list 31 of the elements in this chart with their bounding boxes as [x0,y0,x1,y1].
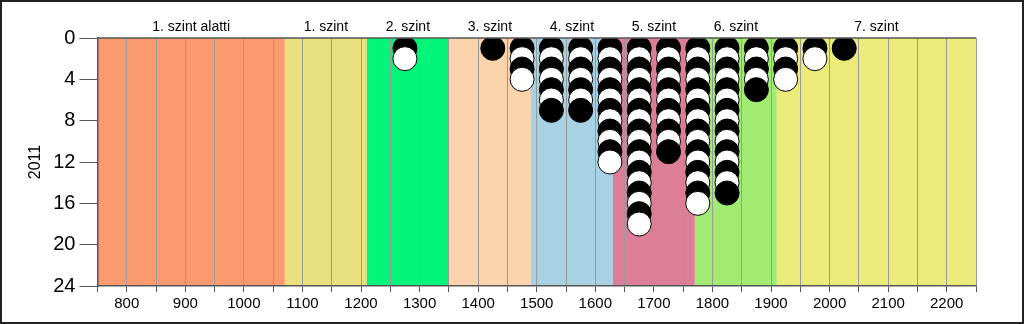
y-tick-label: 24 [53,273,76,296]
band-label: 6. szint [713,17,759,34]
band-label: 2. szint [385,17,431,34]
y-tick-label: 8 [64,108,76,131]
band-label: 5. szint [631,17,677,34]
y-tick-label: 4 [64,66,76,89]
x-tick-label: 1300 [402,294,437,312]
x-tick-label: 2100 [871,294,905,312]
y-axis-title: 2011 [26,144,44,180]
band-label: 7. szint [854,17,899,34]
band-label: 3. szint [467,17,513,34]
x-tick-label: 1400 [461,294,495,312]
x-tick-label: 1800 [695,294,730,312]
y-tick-label: 12 [53,149,76,172]
x-tick-label: 1900 [754,294,788,312]
x-tick-label: 2000 [812,294,847,312]
x-tick-label: 1000 [227,294,261,312]
x-tick-label: 800 [114,294,140,312]
x-tick-label: 1600 [578,294,612,312]
x-tick-label: 1500 [520,294,554,312]
y-tick-label: 0 [64,25,76,48]
x-tick-label: 1700 [637,294,671,312]
x-tick-label: 1200 [344,294,378,312]
x-tick-label: 900 [172,294,198,312]
y-tick-label: 16 [53,190,76,213]
x-tick-label: 2200 [930,294,964,312]
x-tick-label: 1100 [286,294,319,312]
y-tick-label: 20 [53,232,76,255]
band-label: 1. szint alatti [152,17,231,34]
band-label: 1. szint [303,17,349,34]
band-label: 4. szint [549,17,595,34]
